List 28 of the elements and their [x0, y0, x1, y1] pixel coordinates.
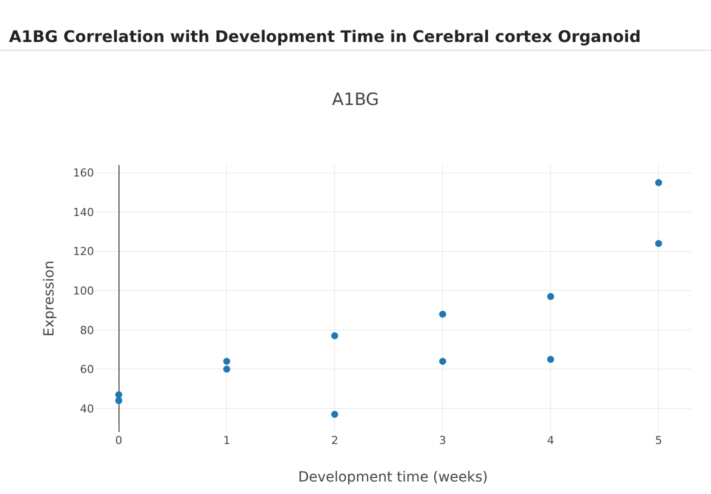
y-tick-label: 100 — [73, 284, 94, 298]
y-tick-label: 140 — [73, 206, 94, 219]
x-tick-label: 5 — [655, 434, 662, 447]
x-tick-label: 3 — [439, 434, 446, 447]
point — [547, 293, 554, 300]
chart-subtitle: A1BG — [332, 90, 379, 110]
chart-title: A1BG Correlation with Development Time in Cerebral cortex Organoid — [9, 27, 641, 46]
y-tick-label: 80 — [80, 324, 94, 337]
y-tick-label: 40 — [80, 402, 94, 416]
y-tick-label: 60 — [80, 363, 94, 376]
point — [547, 356, 554, 363]
point — [439, 310, 446, 318]
x-axis-title: Development time (weeks) — [298, 469, 488, 486]
point — [655, 240, 662, 248]
point — [223, 366, 230, 373]
point — [439, 358, 446, 365]
y-axis-title: Expression — [42, 260, 58, 336]
x-tick-label: 1 — [223, 434, 230, 447]
point — [115, 397, 122, 404]
x-tick-label: 4 — [547, 434, 554, 447]
point — [331, 410, 338, 418]
y-tick-label: 120 — [73, 245, 94, 258]
point — [331, 332, 338, 340]
point — [223, 358, 230, 365]
x-tick-label: 0 — [115, 434, 122, 447]
point — [655, 179, 662, 186]
x-tick-label: 2 — [331, 434, 338, 447]
y-tick-label: 160 — [73, 166, 94, 180]
